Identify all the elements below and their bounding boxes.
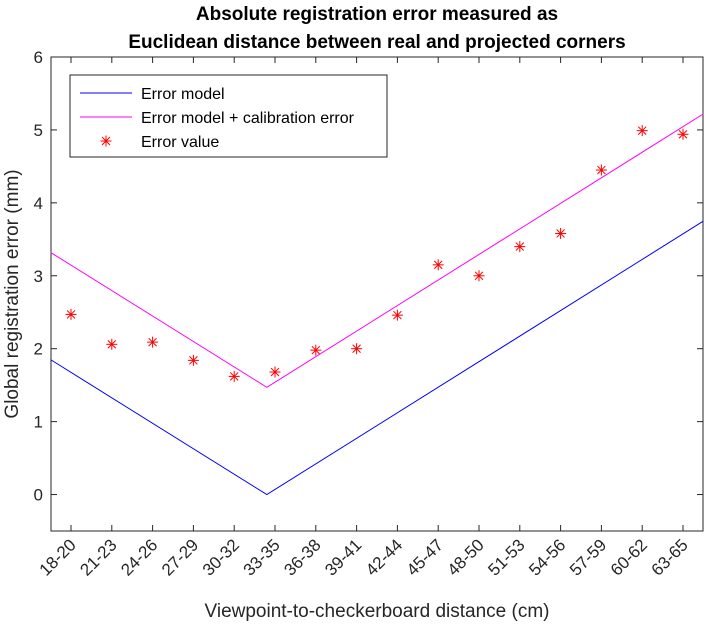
- x-tick-label: 24-26: [117, 535, 161, 579]
- legend: Error model Error model + calibration er…: [69, 74, 388, 158]
- error-value-point: [187, 354, 199, 366]
- legend-swatch-error-value: [100, 135, 112, 147]
- error-value-point: [391, 309, 403, 321]
- x-tick-label: 39-41: [321, 535, 365, 579]
- error-value-point: [147, 336, 159, 348]
- y-tick-label: 5: [34, 121, 43, 140]
- x-tick-label: 30-32: [199, 535, 243, 579]
- error-value-point: [65, 308, 77, 320]
- x-tick-label: 33-35: [240, 535, 284, 579]
- y-axis-label: Global registration error (mm): [2, 169, 23, 418]
- x-tick-label: 48-50: [444, 535, 488, 579]
- error-value-point: [636, 125, 648, 137]
- series-line-1: [50, 113, 704, 388]
- series-line-0: [50, 220, 704, 496]
- x-tick-label: 45-47: [403, 535, 447, 579]
- series-layer: [50, 113, 704, 496]
- legend-label-model-plus-calibration: Error model + calibration error: [141, 110, 355, 127]
- x-tick-label: 27-29: [158, 535, 202, 579]
- error-value-point: [228, 370, 240, 382]
- legend-label-error-model: Error model: [141, 86, 225, 103]
- y-tick-label: 6: [34, 48, 43, 67]
- x-axis-label: Viewpoint-to-checkerboard distance (cm): [205, 601, 550, 622]
- x-tick-label: 18-20: [36, 535, 80, 579]
- y-tick-label: 4: [34, 194, 43, 213]
- legend-label-error-value: Error value: [141, 134, 219, 151]
- x-tick-label: 36-38: [280, 535, 324, 579]
- y-tick-label: 1: [34, 413, 43, 432]
- y-tick-label: 0: [34, 486, 43, 505]
- x-tick-label: 42-44: [362, 535, 406, 579]
- x-tick-label: 51-53: [484, 535, 528, 579]
- error-value-point: [595, 164, 607, 176]
- error-value-point: [106, 338, 118, 350]
- y-tick-label: 2: [34, 340, 43, 359]
- y-axis-ticks: 0 1 2 3 4 5 6: [34, 48, 703, 505]
- chart-title-line-1: Absolute registration error measured as: [196, 4, 558, 25]
- x-tick-label: 21-23: [76, 535, 120, 579]
- error-value-point: [351, 343, 363, 355]
- error-value-point: [310, 344, 322, 356]
- x-tick-label: 60-62: [607, 535, 651, 579]
- error-value-point: [677, 128, 689, 140]
- legend-asterisk-marker: [100, 135, 112, 147]
- error-value-point: [514, 241, 526, 253]
- error-value-point: [473, 270, 485, 282]
- y-tick-label: 3: [34, 267, 43, 286]
- error-value-point: [555, 227, 567, 239]
- x-tick-label: 63-65: [648, 535, 692, 579]
- error-value-point: [432, 259, 444, 271]
- chart-title-line-2: Euclidean distance between real and proj…: [128, 32, 625, 53]
- legend-box: [69, 74, 388, 158]
- x-tick-label: 54-56: [525, 535, 569, 579]
- x-tick-label: 57-59: [566, 535, 610, 579]
- error-value-point: [269, 366, 281, 378]
